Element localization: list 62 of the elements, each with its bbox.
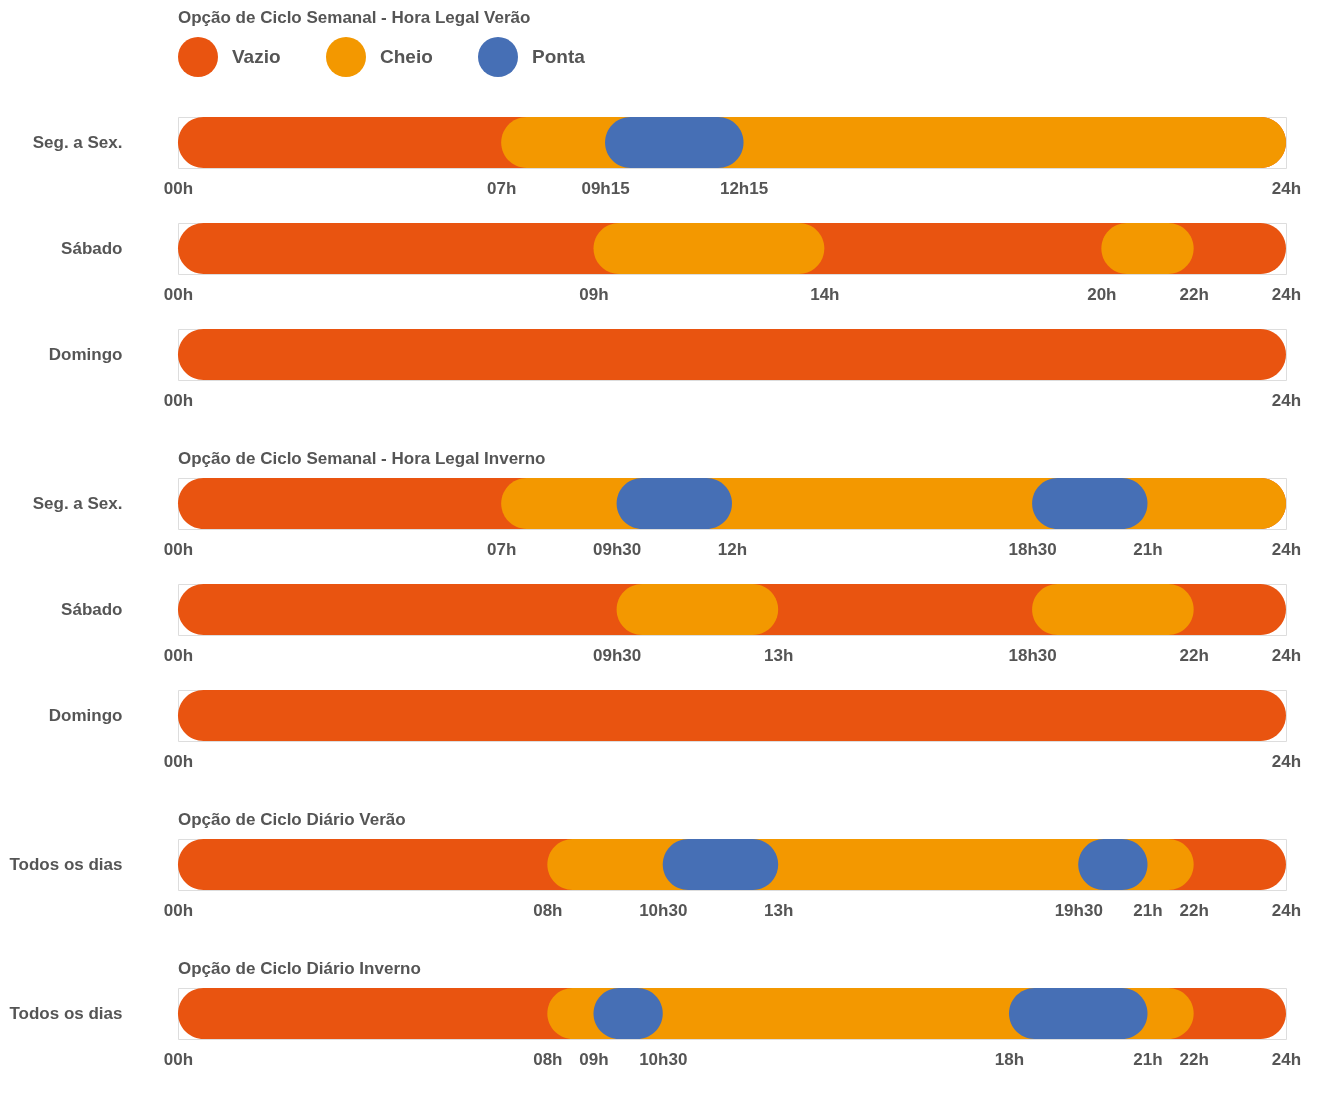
x-tick-label: 24h — [1271, 645, 1302, 665]
y-tick-label: Sábado — [61, 599, 123, 619]
x-tick-label: 24h — [1271, 539, 1302, 559]
y-tick-label: Seg. a Sex. — [32, 132, 123, 152]
x-tick-label: 24h — [1271, 751, 1302, 771]
x-tick-label: 08h — [533, 900, 563, 920]
chart-title: Opção de Ciclo Diário Verão — [178, 810, 406, 829]
x-tick-label: 00h — [163, 390, 194, 410]
y-tick-label: Todos os dias — [9, 1003, 123, 1023]
bar — [616, 584, 779, 635]
x-tick-label: 24h — [1271, 178, 1302, 198]
x-tick-label: 21h — [1133, 900, 1163, 920]
y-tick-label: Todos os dias — [9, 854, 123, 874]
x-tick-label: 24h — [1271, 900, 1302, 920]
x-tick-label: 24h — [1271, 1049, 1302, 1069]
x-tick-label: 00h — [163, 900, 194, 920]
y-tick-label: Domingo — [48, 344, 123, 364]
x-tick-label: 20h — [1087, 284, 1117, 304]
x-tick-label: 09h15 — [581, 178, 630, 198]
x-tick-label: 00h — [163, 284, 194, 304]
x-tick-label: 13h — [764, 645, 794, 665]
x-tick-label: 24h — [1271, 284, 1302, 304]
x-tick-label: 00h — [163, 751, 194, 771]
x-tick-label: 10h30 — [639, 1049, 688, 1069]
x-tick-label: 18h30 — [1008, 645, 1057, 665]
x-tick-label: 07h — [487, 178, 517, 198]
y-tick-label: Seg. a Sex. — [32, 493, 123, 513]
x-tick-label: 10h30 — [639, 900, 688, 920]
x-tick-label: 00h — [163, 178, 194, 198]
x-tick-label: 21h — [1133, 1049, 1163, 1069]
y-tick-label: Domingo — [48, 705, 123, 725]
x-tick-label: 22h — [1179, 284, 1209, 304]
chart-title: Opção de Ciclo Semanal - Hora Legal Inverno — [178, 449, 546, 468]
x-tick-label: 22h — [1179, 1049, 1209, 1069]
x-tick-label: 19h30 — [1054, 900, 1103, 920]
x-tick-label: 14h — [810, 284, 840, 304]
x-tick-label: 21h — [1133, 539, 1163, 559]
x-tick-label: 09h — [579, 284, 609, 304]
bar — [593, 223, 825, 274]
x-tick-label: 12h — [717, 539, 748, 559]
x-tick-label: 08h — [533, 1049, 563, 1069]
x-tick-label: 22h — [1179, 645, 1209, 665]
legend-label: Cheio — [380, 46, 433, 67]
x-tick-label: 09h — [579, 1049, 609, 1069]
bar — [1032, 584, 1194, 635]
x-tick-label: 18h30 — [1008, 539, 1057, 559]
x-tick-label: 00h — [163, 645, 194, 665]
y-tick-label: Sábado — [61, 238, 123, 258]
chart-title: Opção de Ciclo Diário Inverno — [178, 959, 421, 978]
x-tick-label: 09h30 — [592, 645, 642, 665]
legend-label: Vazio — [232, 46, 281, 67]
x-tick-label: 18h — [994, 1049, 1025, 1069]
x-tick-label: 07h — [487, 539, 517, 559]
x-tick-label: 24h — [1271, 390, 1302, 410]
x-tick-label: 00h — [163, 1049, 194, 1069]
x-tick-label: 12h15 — [719, 178, 769, 198]
legend-label: Ponta — [532, 46, 586, 67]
x-tick-label: 13h — [764, 900, 794, 920]
chart-title: Opção de Ciclo Semanal - Hora Legal Verão — [178, 8, 531, 27]
x-tick-label: 09h30 — [592, 539, 642, 559]
x-tick-label: 00h — [163, 539, 194, 559]
x-tick-label: 22h — [1179, 900, 1209, 920]
